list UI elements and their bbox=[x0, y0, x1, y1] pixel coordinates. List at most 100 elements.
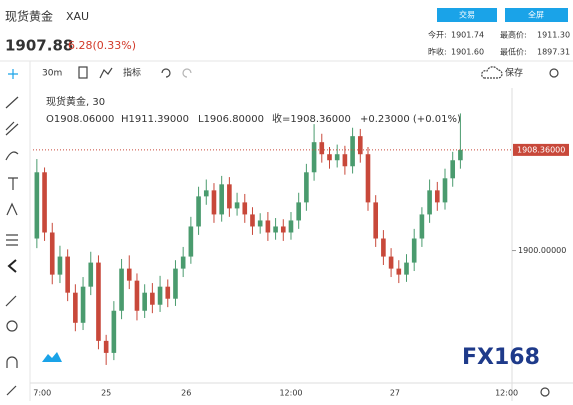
x-tick-label: 12:00 bbox=[495, 389, 518, 398]
candle-body bbox=[227, 184, 232, 209]
tool-icons[interactable] bbox=[5, 69, 19, 396]
candle-body bbox=[65, 256, 70, 293]
candle-body bbox=[180, 256, 186, 269]
fullscreen-button[interactable] bbox=[505, 8, 568, 22]
legend-close: 收=1908.36000 bbox=[272, 112, 351, 125]
candle-body bbox=[357, 136, 363, 155]
candle-body bbox=[157, 286, 163, 305]
candle-body bbox=[311, 142, 317, 173]
cloud-icon[interactable] bbox=[481, 66, 503, 79]
candle-body bbox=[250, 214, 255, 227]
candle-body bbox=[257, 220, 263, 227]
candle-body bbox=[419, 214, 425, 239]
candle-body bbox=[458, 149, 463, 161]
legend-high: H1911.39000 bbox=[121, 114, 189, 125]
symbol: XAU bbox=[66, 10, 89, 23]
y-tick-label: 1900.00000 bbox=[518, 246, 566, 255]
candle-body bbox=[165, 286, 171, 299]
candle-body bbox=[450, 160, 456, 179]
trade-button[interactable] bbox=[437, 8, 497, 22]
candle-icon[interactable] bbox=[78, 66, 88, 79]
candle-body bbox=[203, 190, 209, 197]
candle-body bbox=[196, 196, 201, 227]
candle-body bbox=[126, 268, 132, 281]
stat-value: 1901.60 bbox=[451, 48, 484, 57]
candle-body bbox=[373, 202, 379, 239]
last-price-label: 1908.36000 bbox=[517, 145, 565, 154]
legend-name: 现货黄金, 30 bbox=[46, 95, 105, 108]
x-tick-label: 7:00 bbox=[33, 389, 51, 398]
candle-body bbox=[265, 220, 271, 233]
candle-body bbox=[288, 220, 294, 233]
candle-body bbox=[88, 262, 94, 287]
settings-icon[interactable] bbox=[549, 68, 559, 78]
candle-body bbox=[365, 154, 371, 203]
fullscreen-label[interactable]: 全屏 bbox=[528, 10, 544, 20]
candle-body bbox=[111, 310, 117, 353]
candle-body bbox=[188, 226, 194, 257]
candle-body bbox=[134, 280, 140, 311]
stat-label: 昨收: bbox=[428, 47, 447, 57]
candle-body bbox=[34, 172, 40, 239]
indicators[interactable]: 指标 bbox=[123, 67, 141, 79]
x-tick-label: 25 bbox=[101, 389, 111, 398]
price: 1907.88 bbox=[5, 37, 73, 55]
trade-label[interactable]: 交易 bbox=[459, 10, 475, 20]
candle-body bbox=[173, 268, 178, 299]
candle-body bbox=[103, 340, 109, 353]
candle-body bbox=[342, 154, 348, 167]
candle-body bbox=[381, 238, 386, 257]
x-tick-label: 27 bbox=[390, 389, 400, 398]
save[interactable]: 保存 bbox=[505, 67, 523, 79]
candle-body bbox=[280, 226, 286, 233]
candle-body bbox=[396, 268, 402, 275]
legend-low: L1906.80000 bbox=[198, 114, 264, 125]
redo-icon[interactable] bbox=[182, 68, 192, 78]
change: 6.28(0.33%) bbox=[68, 39, 136, 52]
indicator-icon[interactable] bbox=[99, 67, 113, 79]
candle-body bbox=[49, 232, 55, 275]
candle-body bbox=[242, 202, 248, 215]
stat-label: 最高价: bbox=[500, 30, 527, 40]
candle-body bbox=[350, 136, 355, 167]
stat-value: 1901.74 bbox=[451, 31, 484, 40]
candle-body bbox=[219, 184, 224, 215]
candle-body bbox=[411, 238, 417, 263]
legend-open: O1908.06000 bbox=[46, 114, 114, 125]
last-price-box bbox=[513, 143, 569, 156]
candle-body bbox=[442, 178, 448, 203]
candle-body bbox=[42, 172, 47, 233]
candle-body bbox=[96, 262, 101, 341]
stat-value: 1911.30 bbox=[537, 31, 570, 40]
candle-body bbox=[319, 142, 325, 155]
candle-body bbox=[404, 262, 409, 275]
candle-body bbox=[234, 202, 240, 209]
candle-body bbox=[273, 226, 278, 233]
candle-body bbox=[327, 154, 332, 161]
logo: FX168 bbox=[462, 345, 540, 370]
stat-label: 今开: bbox=[428, 30, 447, 40]
x-tick-label: 26 bbox=[181, 389, 191, 398]
legend-change: +0.23000 (+0.01%) bbox=[360, 114, 461, 125]
candle-body bbox=[57, 256, 63, 275]
interval[interactable]: 30m bbox=[42, 69, 62, 79]
undo-icon[interactable] bbox=[161, 68, 171, 78]
candle-body bbox=[304, 172, 309, 203]
title: 现货黄金 bbox=[5, 9, 53, 24]
candle-body bbox=[119, 268, 124, 311]
candle-body bbox=[73, 292, 78, 323]
x-tick-label: 12:00 bbox=[279, 389, 302, 398]
candle-body bbox=[211, 190, 217, 215]
candle-body bbox=[296, 202, 301, 221]
candle-body bbox=[388, 256, 394, 269]
candle-body bbox=[427, 190, 432, 215]
candle-body bbox=[142, 292, 147, 311]
candle-body bbox=[80, 286, 86, 323]
app-icon[interactable] bbox=[42, 352, 62, 362]
stat-value: 1897.31 bbox=[537, 48, 570, 57]
candle-body bbox=[150, 292, 155, 305]
axis-settings[interactable] bbox=[540, 387, 550, 397]
candle-body bbox=[334, 154, 340, 161]
candle-body bbox=[434, 190, 440, 203]
